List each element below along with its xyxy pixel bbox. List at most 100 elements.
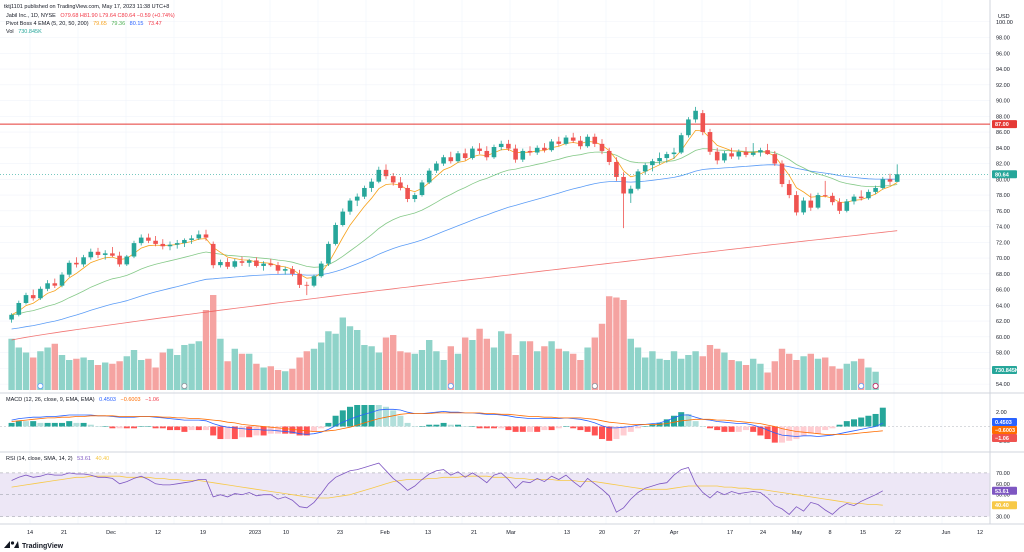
candle-body [225,262,230,267]
candle-body [304,284,310,286]
macd-tag-bg [992,426,1017,434]
macd-signal-value: −0.6003 [121,397,141,403]
macd-histogram-bar [15,421,22,427]
macd-histogram-bar [620,426,627,436]
macd-histogram-bar [30,421,37,427]
macd-histogram-bar [512,426,519,432]
macd-value-tag: −1.06 [992,434,1017,442]
macd-histogram-bar [174,426,181,431]
time-tick-label: 12 [155,530,161,536]
macd-signal-line [11,412,883,435]
macd-histogram-bar [786,426,793,441]
candle-body [254,260,259,266]
volume-bar [678,358,685,390]
candle-body [650,161,655,166]
candle-body [779,163,785,185]
macd-histogram-bar [109,426,116,429]
macd-histogram-bar [865,415,872,427]
time-tick-label: Mar [506,530,516,536]
rsi-label[interactable]: RSI (14, close, SMA, 14, 2) [6,456,73,462]
candle-body [700,113,706,133]
volume-bar [195,341,202,390]
candle-body [527,150,533,153]
macd-histogram-bar [591,426,598,436]
tradingview-logo-icon[interactable] [4,541,19,548]
rsi-tag-text: 53.61 [995,489,1009,495]
volume-bar [469,340,476,390]
candle-body [390,176,396,183]
macd-histogram-bar [361,405,368,427]
candle-body [426,170,432,183]
volume-bar [253,363,260,390]
price-tick-label: 78.00 [996,193,1010,199]
volume-bar [210,295,217,390]
volume-bar [440,360,447,390]
time-tick-label: 10 [283,530,289,536]
volume-bar [66,360,73,390]
candle-body [606,150,612,162]
macd-histogram-bar [102,426,109,427]
volume-bar [426,340,433,390]
candle-body [189,238,194,240]
macd-histogram-bar [368,405,375,427]
macd-histogram-bar [678,412,685,427]
candle-body [340,211,346,225]
macd-histogram-bar [491,426,497,429]
volume-bar [433,351,440,390]
candle-body [491,147,497,158]
price-axis[interactable]: 100.00 98.00 96.00 94.00 92.00 90.00 88.00 86.0… [992,20,1019,521]
volume-legend: Vol 730.845K [6,29,42,35]
rsi-tag-bg [992,486,1017,495]
rsi-pane [0,462,990,517]
volume-bar [303,351,310,390]
price-tick-label: 72.00 [996,240,1010,246]
candle-body [513,148,518,160]
candle-body [246,260,252,263]
rsi-tag-text: 40.40 [995,503,1009,509]
candle-body [275,265,281,271]
candle-body [506,143,511,149]
candle-body [556,141,562,144]
macd-histogram-bar [800,426,807,436]
price-tick-label: 98.00 [996,36,1010,42]
macd-histogram-bar [649,424,656,427]
macd-histogram-bar [275,426,281,434]
volume-tag-text: 730.845K [995,368,1019,374]
macd-histogram-bar [843,421,850,427]
price-tick-label: 80.00 [996,177,1010,183]
symbol-name[interactable]: Jabil Inc., 1D, NYSE [6,13,56,19]
macd-histogram-bar [879,407,886,427]
candle-body [131,243,137,257]
price-tick-label: 58.00 [996,351,1010,357]
volume-bar [462,337,469,390]
volume-label[interactable]: Vol [6,29,14,35]
rsi-ma-line [11,475,883,506]
candle-body [801,200,806,213]
time-tick-label: 21 [471,530,477,536]
macd-histogram-bar [498,426,505,429]
candle-body [153,240,158,244]
volume-bar [800,356,807,390]
brand-name: TradingView [22,543,64,550]
macd-histogram-bar [181,426,188,432]
price-tick-label: 88.00 [996,114,1010,120]
macd-histogram-bar [764,426,771,440]
candle-body [758,150,763,153]
candle-body [81,257,86,265]
ema-indicator-label[interactable]: Pivot Boss 4 EMA (5, 20, 50, 200) [6,21,89,27]
macd-label[interactable]: MACD (12, 26, close, 9, EMA, EMA) [6,397,95,403]
volume-bar [411,353,418,390]
macd-histogram-bar [289,426,296,434]
macd-histogram-bar [519,426,526,432]
time-tick-label: 27 [634,530,640,536]
volume-bar [872,371,879,390]
macd-histogram-bar [411,426,418,427]
time-axis[interactable]: 14 21 Dec 12 19 2023 10 23 Feb 13 21 Mar 13 20 27 Apr 17… [27,530,983,536]
price-tick-label: 66.00 [996,288,1010,294]
volume-bar [577,360,584,390]
volume-bar [116,361,123,390]
macd-histogram-bar [613,426,620,440]
macd-tag-bg [992,418,1017,426]
candle-body [657,158,662,162]
